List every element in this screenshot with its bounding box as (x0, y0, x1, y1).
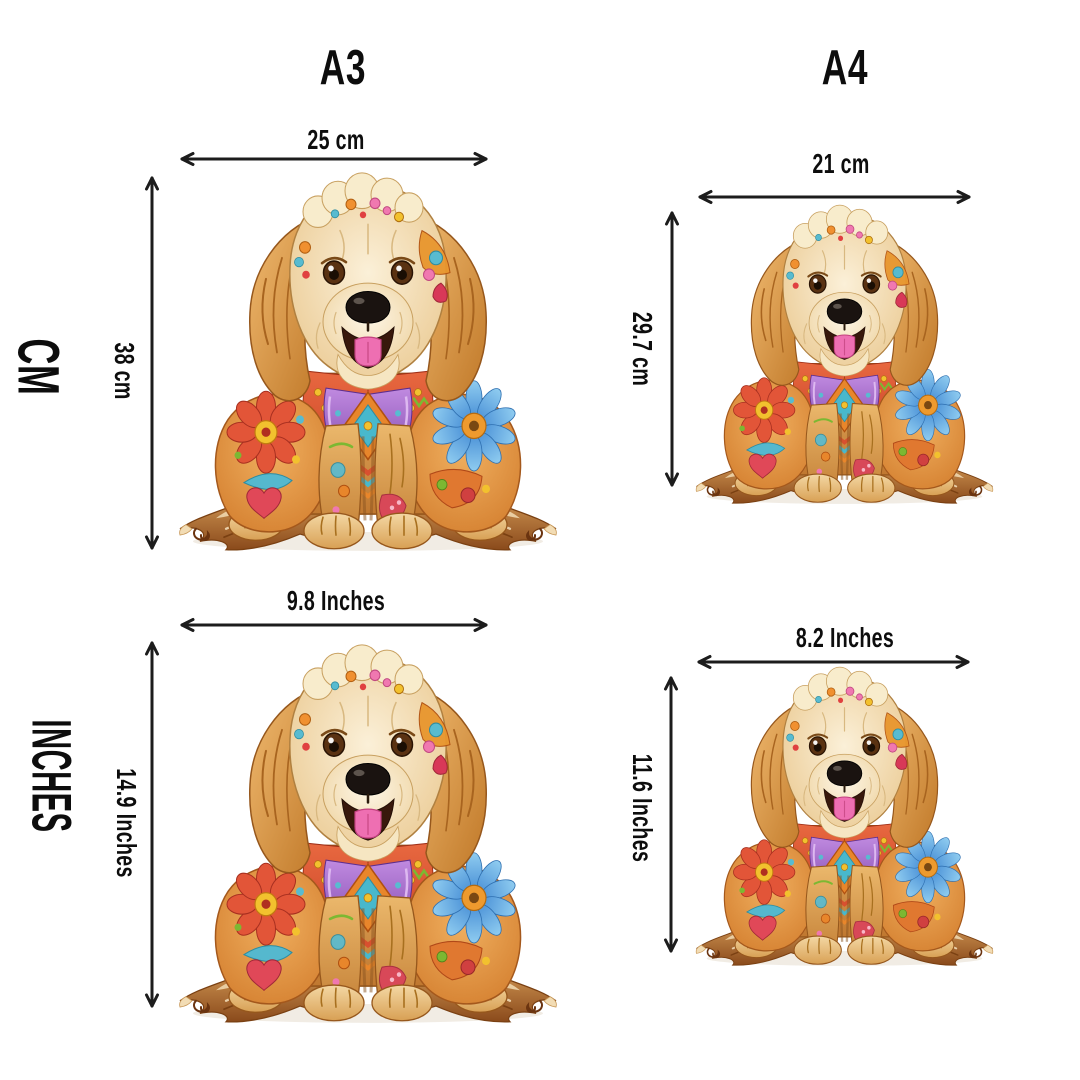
a3-cm-width-arrow (180, 152, 488, 166)
dog-artwork-a4-inches (687, 653, 1002, 985)
a3-inches-height-arrow (145, 641, 159, 1008)
row-label-cm: CM (5, 338, 71, 396)
dog-artwork-a4-cm (687, 191, 1002, 523)
a4-cm-width-arrow (698, 190, 971, 204)
a4-cm-height-arrow (665, 211, 679, 487)
a4-inches-height-arrow (664, 676, 678, 953)
a3-inches-height-label: 14.9 Inches (111, 768, 142, 878)
a4-inches-width-label: 8.2 Inches (795, 622, 895, 653)
a4-cm-width-label: 21 cm (812, 148, 870, 179)
dog-artwork-a3-inches (168, 627, 568, 1047)
a3-cm-width-label: 25 cm (307, 124, 365, 155)
a4-inches-height-label: 11.6 Inches (627, 753, 658, 863)
column-header-a3: A3 (319, 41, 367, 95)
a3-inches-width-label: 9.8 Inches (286, 585, 386, 616)
a3-inches-width-arrow (180, 618, 488, 632)
column-header-a4: A4 (821, 41, 869, 95)
a3-cm-height-label: 38 cm (109, 342, 140, 400)
dog-artwork-a3-cm (168, 155, 568, 575)
a4-inches-width-arrow (697, 655, 970, 669)
a3-cm-height-arrow (145, 176, 159, 550)
a4-cm-height-label: 29.7 cm (627, 311, 658, 387)
row-label-inches: INCHES (20, 719, 84, 833)
